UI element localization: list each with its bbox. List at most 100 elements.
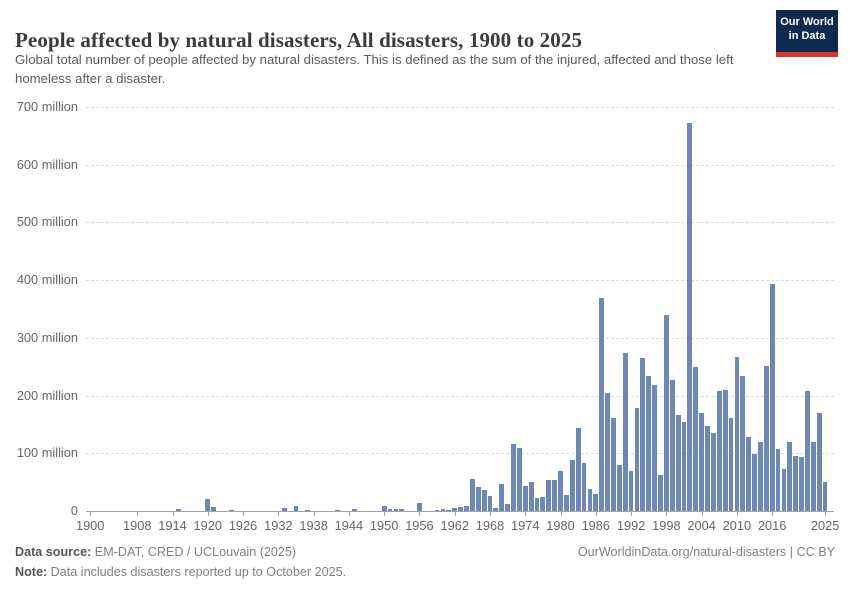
x-axis-label-1926: 1926 bbox=[228, 518, 258, 533]
bar-1982[interactable] bbox=[569, 460, 575, 511]
bar-2023[interactable] bbox=[810, 441, 816, 511]
x-tick-1974 bbox=[525, 512, 527, 516]
x-axis-label-1992: 1992 bbox=[616, 518, 646, 533]
bar-1935[interactable] bbox=[293, 505, 299, 511]
bar-1942[interactable] bbox=[334, 509, 340, 511]
bar-2021[interactable] bbox=[799, 457, 804, 511]
gridline-100m bbox=[86, 453, 834, 455]
x-axis-label-1908: 1908 bbox=[122, 518, 152, 533]
bar-1995[interactable] bbox=[646, 375, 652, 511]
bar-2020[interactable] bbox=[793, 456, 799, 511]
bar-1969[interactable] bbox=[493, 508, 499, 511]
bar-1961[interactable] bbox=[446, 509, 452, 511]
footer-note-text: Data includes disasters reported up to O… bbox=[47, 565, 347, 579]
bar-2006[interactable] bbox=[710, 432, 716, 511]
x-axis-label-1962: 1962 bbox=[440, 518, 469, 533]
bar-1968[interactable] bbox=[487, 495, 493, 511]
bar-1987[interactable] bbox=[599, 298, 605, 511]
gridline-700m bbox=[86, 107, 834, 109]
x-tick-1908 bbox=[137, 512, 139, 516]
bar-1976[interactable] bbox=[534, 498, 540, 511]
bar-1973[interactable] bbox=[516, 447, 522, 511]
bar-2011[interactable] bbox=[740, 375, 746, 511]
bar-2005[interactable] bbox=[705, 426, 710, 511]
x-axis-label-2010: 2010 bbox=[722, 518, 752, 533]
bar-1981[interactable] bbox=[564, 494, 569, 511]
bar-1953[interactable] bbox=[399, 508, 405, 511]
bar-1985[interactable] bbox=[587, 489, 593, 511]
bar-1991[interactable] bbox=[622, 353, 628, 511]
bar-2025[interactable] bbox=[822, 481, 828, 511]
bar-2002[interactable] bbox=[687, 123, 693, 511]
bar-1951[interactable] bbox=[387, 509, 393, 511]
bar-1921[interactable] bbox=[211, 506, 217, 511]
bar-2017[interactable] bbox=[775, 449, 781, 511]
x-axis-label-1968: 1968 bbox=[475, 518, 505, 533]
bar-1962[interactable] bbox=[452, 508, 458, 511]
bar-1993[interactable] bbox=[634, 408, 640, 511]
bar-1920[interactable] bbox=[205, 499, 211, 511]
bar-2013[interactable] bbox=[752, 453, 757, 511]
bar-2014[interactable] bbox=[758, 441, 763, 511]
bar-2016[interactable] bbox=[769, 284, 775, 511]
bar-1915[interactable] bbox=[175, 508, 181, 511]
bar-1924[interactable] bbox=[228, 509, 234, 511]
bar-2018[interactable] bbox=[781, 469, 787, 511]
bar-1983[interactable] bbox=[575, 427, 581, 511]
owid-logo[interactable]: Our World in Data bbox=[776, 10, 838, 57]
bar-2004[interactable] bbox=[699, 413, 705, 511]
bar-1971[interactable] bbox=[505, 504, 511, 511]
bar-1950[interactable] bbox=[381, 505, 387, 511]
x-tick-1980 bbox=[560, 512, 562, 516]
bar-1984[interactable] bbox=[581, 462, 587, 511]
bar-1977[interactable] bbox=[540, 496, 546, 511]
bar-1960[interactable] bbox=[440, 509, 446, 511]
bar-1956[interactable] bbox=[417, 502, 422, 511]
bar-1964[interactable] bbox=[464, 505, 469, 511]
bar-1933[interactable] bbox=[281, 508, 287, 511]
bar-1945[interactable] bbox=[352, 509, 358, 511]
bar-1937[interactable] bbox=[305, 509, 311, 511]
bar-2008[interactable] bbox=[722, 390, 728, 511]
bar-2000[interactable] bbox=[675, 415, 681, 511]
bar-2007[interactable] bbox=[716, 390, 722, 511]
bar-1988[interactable] bbox=[605, 392, 610, 511]
bar-2012[interactable] bbox=[746, 436, 752, 511]
attribution-link[interactable]: OurWorldinData.org/natural-disasters bbox=[577, 545, 787, 559]
y-axis-label-200: 200 million bbox=[16, 387, 78, 403]
bar-2010[interactable] bbox=[734, 356, 740, 511]
bar-1992[interactable] bbox=[628, 471, 634, 511]
bar-2022[interactable] bbox=[805, 390, 810, 511]
bar-1975[interactable] bbox=[528, 481, 534, 511]
bar-1959[interactable] bbox=[434, 509, 440, 511]
bar-1996[interactable] bbox=[652, 385, 657, 511]
bar-2019[interactable] bbox=[787, 442, 793, 511]
bar-1997[interactable] bbox=[658, 474, 663, 511]
bar-1974[interactable] bbox=[522, 486, 528, 511]
x-tick-2010 bbox=[736, 512, 738, 516]
bar-1972[interactable] bbox=[511, 444, 516, 511]
bar-1998[interactable] bbox=[663, 314, 669, 511]
bar-1999[interactable] bbox=[669, 379, 675, 511]
bar-1980[interactable] bbox=[558, 470, 563, 511]
bar-1989[interactable] bbox=[611, 417, 616, 511]
bar-1994[interactable] bbox=[640, 358, 646, 511]
bar-2024[interactable] bbox=[816, 412, 822, 511]
bar-1970[interactable] bbox=[499, 483, 505, 511]
x-tick-1992 bbox=[631, 512, 633, 516]
bar-2009[interactable] bbox=[728, 417, 734, 511]
owid-logo-line1: Our World bbox=[780, 16, 834, 28]
bar-2015[interactable] bbox=[763, 365, 769, 511]
bar-2001[interactable] bbox=[681, 421, 687, 511]
bar-1965[interactable] bbox=[469, 479, 475, 511]
bar-1966[interactable] bbox=[475, 486, 481, 511]
bar-1986[interactable] bbox=[593, 494, 599, 511]
x-axis-label-2004: 2004 bbox=[687, 518, 716, 533]
bar-1990[interactable] bbox=[616, 465, 622, 511]
bar-1952[interactable] bbox=[393, 509, 399, 511]
bar-2003[interactable] bbox=[693, 366, 699, 511]
bar-1963[interactable] bbox=[458, 506, 463, 511]
bar-1979[interactable] bbox=[552, 479, 558, 511]
bar-1978[interactable] bbox=[546, 480, 552, 511]
bar-1967[interactable] bbox=[481, 490, 487, 511]
